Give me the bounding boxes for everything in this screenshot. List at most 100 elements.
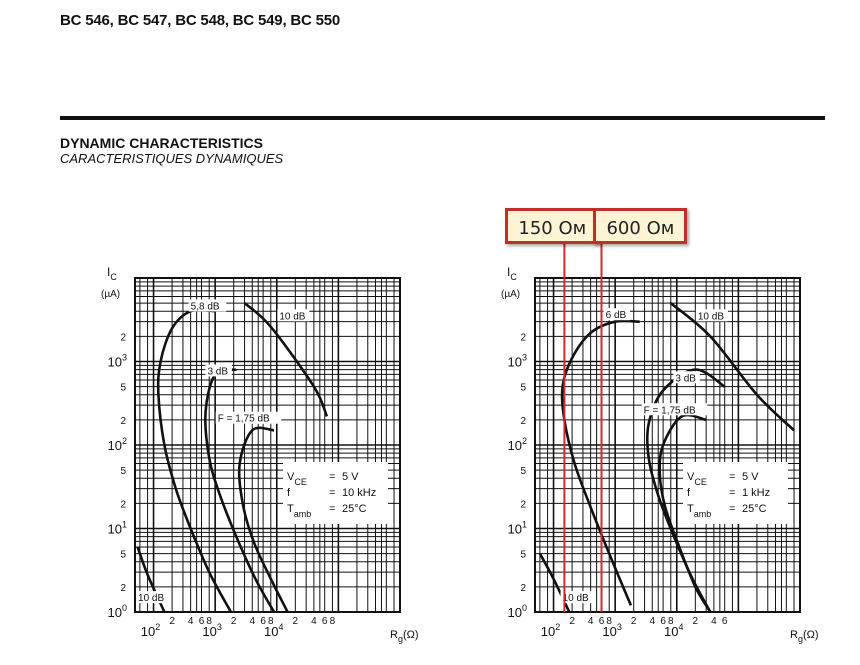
plot-frame — [134, 277, 401, 613]
x-major-tick-label: 102 — [141, 622, 160, 639]
annotation-backdrop — [673, 371, 700, 384]
x-minor-tick-label: 4 — [649, 616, 655, 627]
x-minor-tick-label: 6 — [322, 616, 328, 627]
condition-value: 25°C — [342, 503, 367, 515]
annotation-backdrop — [603, 308, 631, 321]
y-minor-tick-label: 5 — [120, 466, 126, 477]
y-minor-tick-label: 5 — [520, 383, 526, 394]
condition-value: 25°C — [742, 503, 767, 515]
noise-curve-5 — [538, 552, 571, 612]
y-minor-tick-label: 2 — [120, 499, 126, 510]
curve-label: 10 dB — [698, 311, 724, 322]
x-major-tick-label: 102 — [541, 622, 560, 639]
curve-label: F = 1,75 dB — [218, 414, 270, 425]
x-minor-tick-label: 4 — [711, 616, 717, 627]
condition-equals: = — [729, 503, 735, 515]
plot-frame — [534, 277, 801, 613]
condition-key: VCE — [687, 471, 707, 487]
curve-label: 3 dB — [207, 366, 228, 377]
condition-value: 1 kHz — [742, 487, 770, 499]
condition-value: 10 kHz — [342, 487, 376, 499]
noise-curve-4 — [243, 302, 329, 417]
x-minor-tick-label: 6 — [199, 616, 205, 627]
y-minor-tick-label: 2 — [520, 499, 526, 510]
annotation-backdrop — [215, 411, 282, 424]
annotation-backdrop — [560, 591, 593, 604]
y-minor-tick-label: 2 — [520, 332, 526, 343]
noise-curve-2 — [204, 368, 276, 612]
y-major-tick-label: 102 — [508, 436, 527, 453]
x-axis-label: Rg(Ω) — [790, 629, 819, 644]
y-major-tick-label: 101 — [508, 520, 527, 537]
noise-curve-5 — [136, 546, 166, 612]
annotation-backdrop — [641, 403, 708, 416]
curve-label: 10 dB — [563, 593, 589, 604]
curve-label: F = 1,75 dB — [644, 405, 696, 416]
y-axis-label: IC — [107, 265, 117, 282]
noise-curve-1 — [156, 308, 233, 612]
x-minor-tick-label: 6 — [260, 616, 266, 627]
annotation-backdrop — [188, 299, 227, 312]
header-rule — [60, 116, 825, 120]
y-major-tick-label: 103 — [508, 353, 527, 370]
section-subtitle: CARACTERISTIQUES DYNAMIQUES — [60, 151, 284, 166]
condition-key: VCE — [287, 471, 307, 487]
y-minor-tick-label: 2 — [520, 416, 526, 427]
condition-key: Tamb — [287, 503, 311, 519]
chart-2: 6 dB 10 dB 3 dB F = 1,75 dB 10 dB VCE = 5 V f = 1 … — [501, 265, 819, 644]
noise-curve-3 — [237, 426, 289, 612]
condition-equals: = — [729, 471, 735, 483]
condition-equals: = — [329, 503, 335, 515]
y-major-tick-label: 100 — [108, 603, 127, 620]
condition-equals: = — [329, 487, 335, 499]
x-minor-tick-label: 8 — [268, 616, 274, 627]
conditions-backdrop — [283, 462, 388, 524]
annotation-backdrop — [277, 309, 310, 322]
x-major-tick-label: 103 — [602, 622, 621, 639]
annotation-backdrop — [136, 591, 169, 604]
x-minor-tick-label: 4 — [311, 616, 317, 627]
x-major-tick-label: 104 — [664, 622, 683, 639]
y-axis-unit: (µA) — [501, 289, 520, 300]
x-minor-tick-label: 2 — [169, 616, 175, 627]
y-major-tick-label: 102 — [108, 436, 127, 453]
x-minor-tick-label: 6 — [722, 616, 728, 627]
condition-value: 5 V — [342, 471, 359, 483]
x-minor-tick-label: 2 — [631, 616, 637, 627]
chart-1: 5,8 dB 10 dB 3 dB F = 1,75 dB 10 dB VCE = 5 V f =… — [101, 265, 419, 644]
x-major-tick-label: 104 — [264, 622, 283, 639]
y-axis-unit: (µA) — [101, 289, 120, 300]
curves — [136, 302, 329, 612]
noise-curve-4 — [669, 302, 795, 432]
x-minor-tick-label: 8 — [330, 616, 336, 627]
y-minor-tick-label: 5 — [120, 383, 126, 394]
x-minor-tick-label: 6 — [599, 616, 605, 627]
x-minor-tick-label: 2 — [231, 616, 237, 627]
x-minor-tick-label: 2 — [569, 616, 575, 627]
x-minor-tick-label: 2 — [293, 616, 299, 627]
x-minor-tick-label: 8 — [606, 616, 612, 627]
condition-key: Tamb — [687, 503, 711, 519]
grid — [135, 278, 400, 612]
x-axis-label: Rg(Ω) — [390, 629, 419, 644]
y-minor-tick-label: 2 — [120, 332, 126, 343]
annotation-backdrop — [695, 309, 728, 322]
curve-label: 3 dB — [675, 373, 696, 384]
x-minor-tick-label: 8 — [206, 616, 212, 627]
x-minor-tick-label: 2 — [693, 616, 699, 627]
condition-key: f — [687, 487, 691, 499]
x-minor-tick-label: 8 — [668, 616, 674, 627]
y-minor-tick-label: 5 — [520, 466, 526, 477]
y-major-tick-label: 100 — [508, 603, 527, 620]
page-title: BC 546, BC 547, BC 548, BC 549, BC 550 — [60, 12, 341, 29]
curve-label: 6 dB — [606, 310, 627, 321]
y-minor-tick-label: 2 — [520, 583, 526, 594]
marker-tag-600: 600 Ом — [593, 208, 688, 244]
y-major-tick-label: 101 — [108, 520, 127, 537]
y-minor-tick-label: 5 — [520, 550, 526, 561]
y-minor-tick-label: 2 — [120, 583, 126, 594]
y-minor-tick-label: 2 — [120, 416, 126, 427]
condition-value: 5 V — [742, 471, 759, 483]
x-minor-tick-label: 4 — [588, 616, 594, 627]
